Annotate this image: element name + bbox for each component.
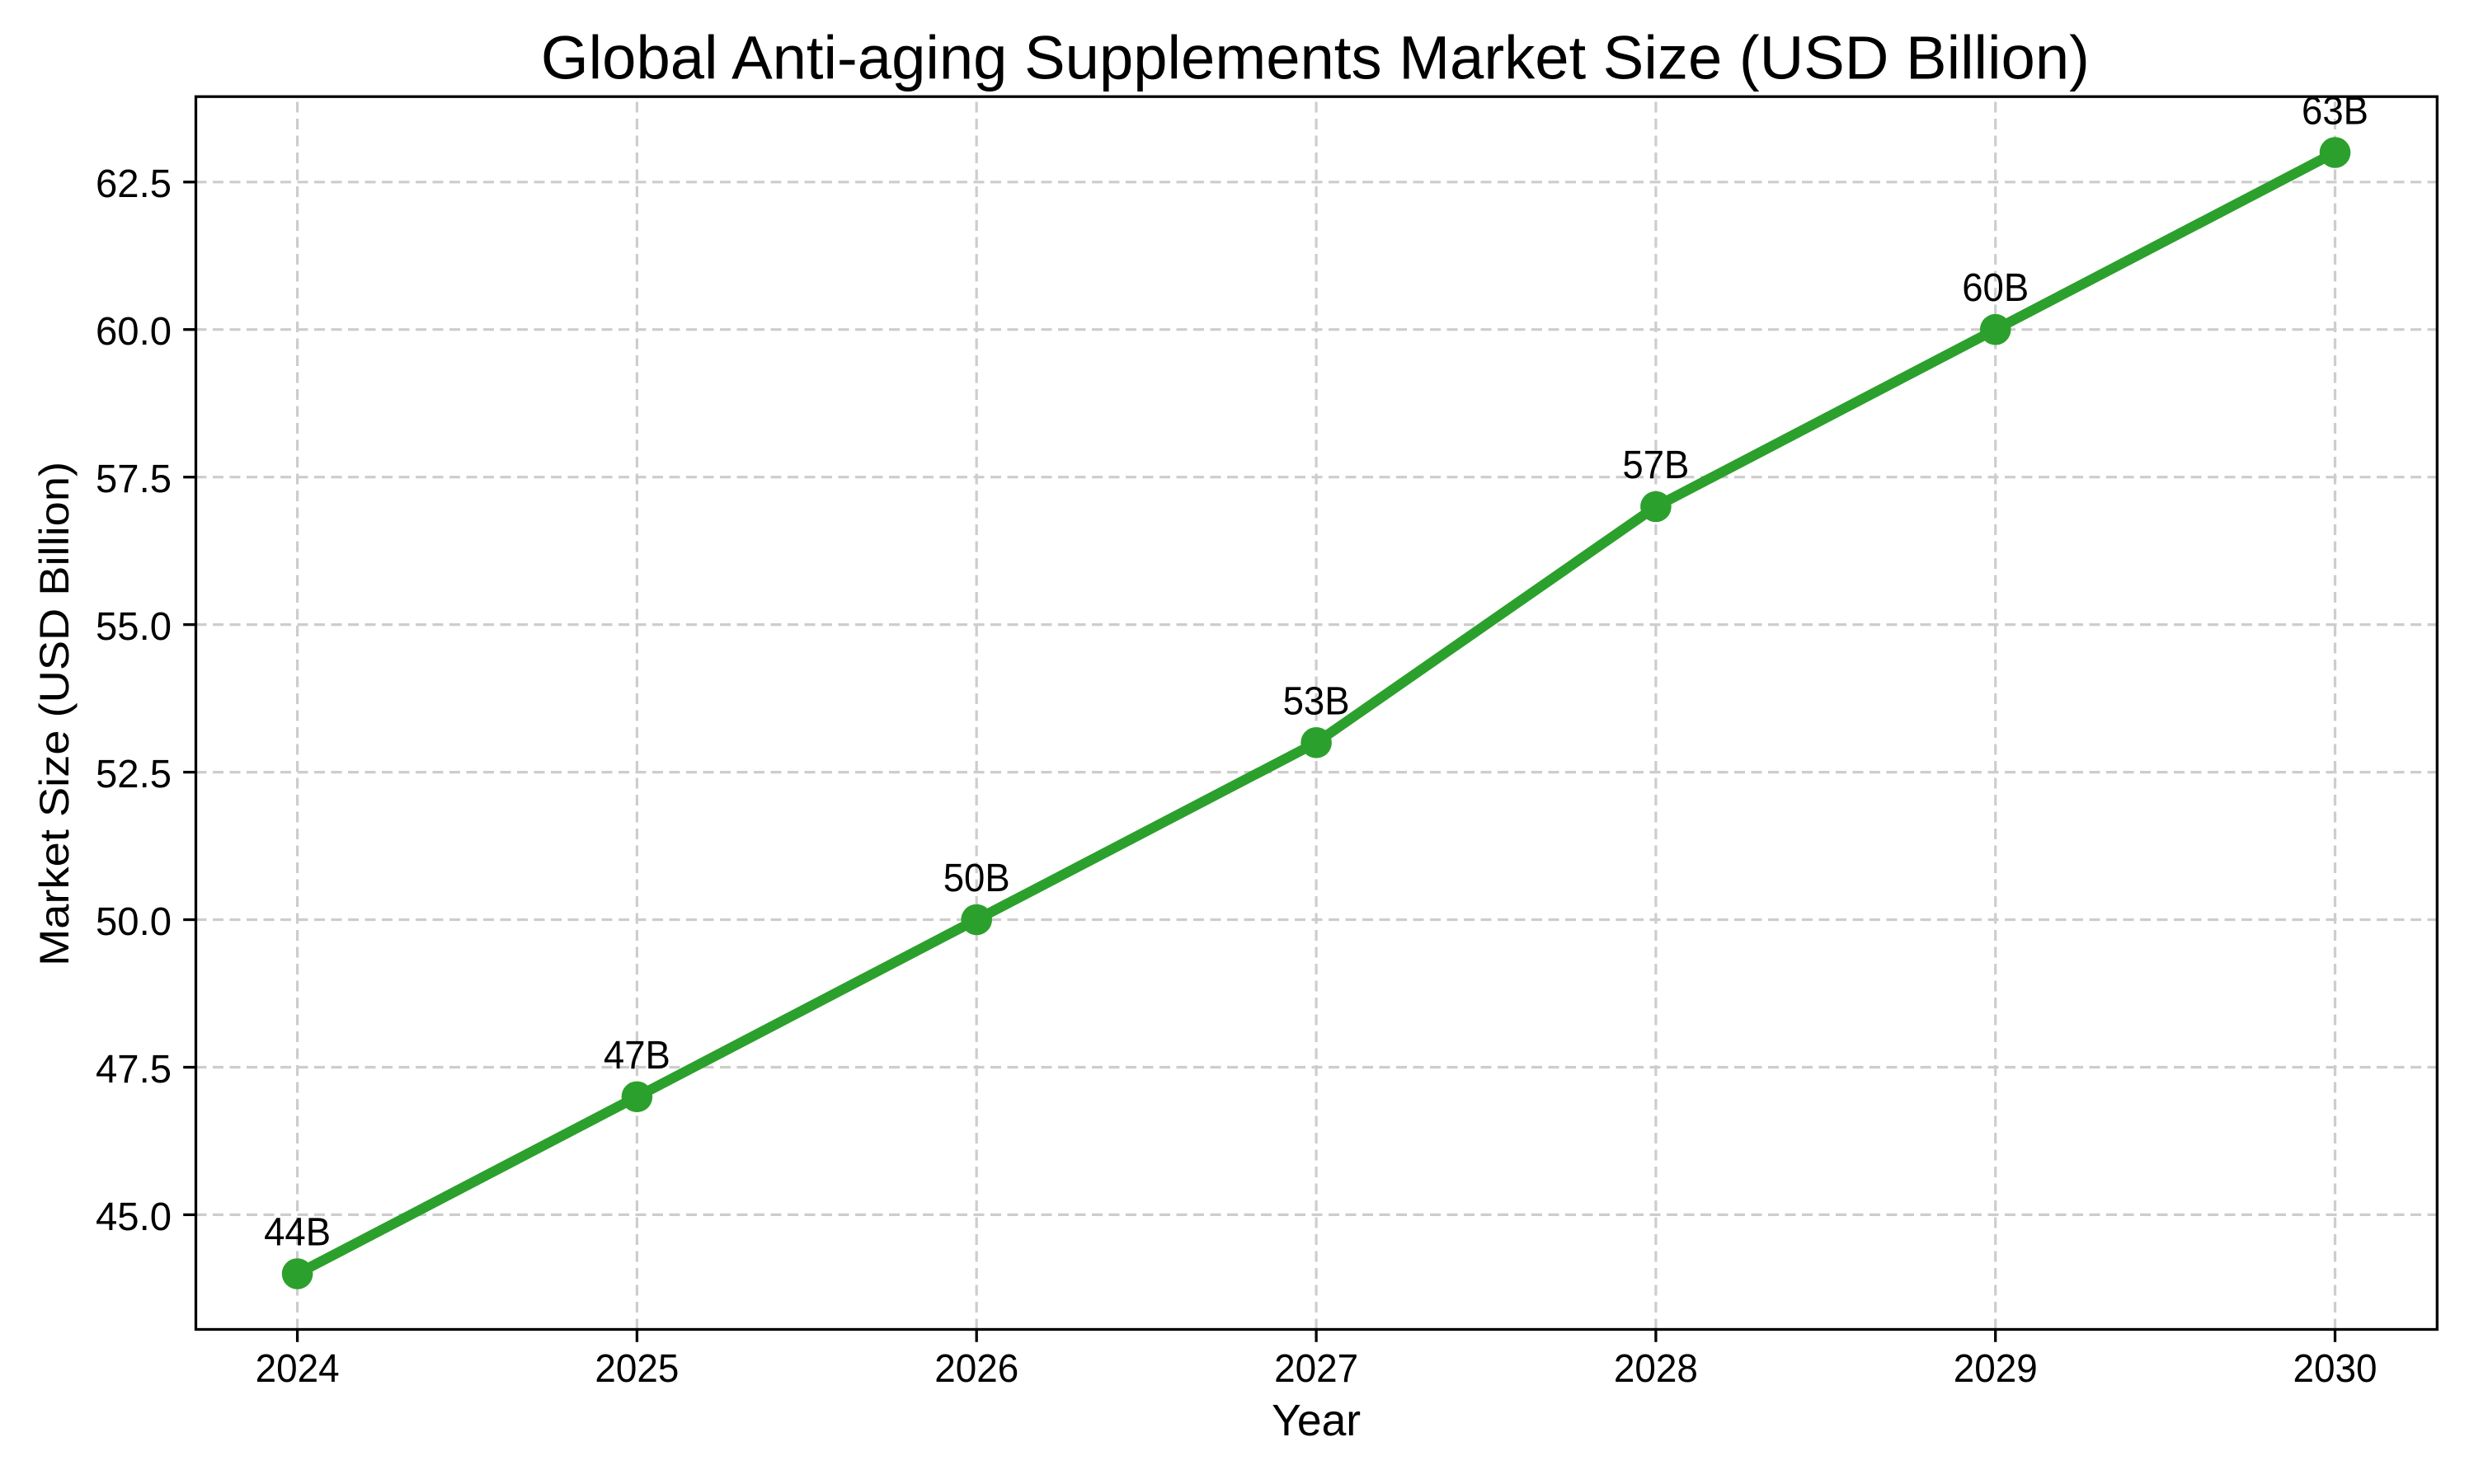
svg-text:2024: 2024: [256, 1347, 340, 1391]
svg-text:52.5: 52.5: [96, 753, 172, 796]
svg-text:2025: 2025: [595, 1347, 679, 1391]
svg-text:60B: 60B: [1962, 266, 2029, 310]
svg-text:2028: 2028: [1614, 1347, 1698, 1391]
svg-text:57.5: 57.5: [96, 458, 172, 501]
svg-text:55.0: 55.0: [96, 605, 172, 649]
svg-text:Market Size (USD Billion): Market Size (USD Billion): [31, 462, 78, 966]
svg-text:63B: 63B: [2302, 90, 2368, 134]
svg-text:50B: 50B: [943, 857, 1010, 900]
svg-text:Year: Year: [1272, 1396, 1361, 1445]
svg-text:44B: 44B: [264, 1211, 331, 1255]
svg-text:57B: 57B: [1622, 444, 1689, 487]
svg-text:62.5: 62.5: [96, 162, 172, 206]
svg-text:47.5: 47.5: [96, 1048, 172, 1092]
svg-text:53B: 53B: [1283, 679, 1350, 723]
svg-text:2030: 2030: [2293, 1347, 2378, 1391]
svg-text:Global Anti-aging Supplements: Global Anti-aging Supplements Market Siz…: [541, 22, 2090, 92]
svg-text:2027: 2027: [1274, 1347, 1358, 1391]
svg-text:50.0: 50.0: [96, 900, 172, 944]
svg-text:60.0: 60.0: [96, 310, 172, 354]
svg-text:2026: 2026: [934, 1347, 1018, 1391]
svg-text:45.0: 45.0: [96, 1195, 172, 1239]
svg-text:2029: 2029: [1954, 1347, 2038, 1391]
svg-text:47B: 47B: [604, 1034, 670, 1078]
